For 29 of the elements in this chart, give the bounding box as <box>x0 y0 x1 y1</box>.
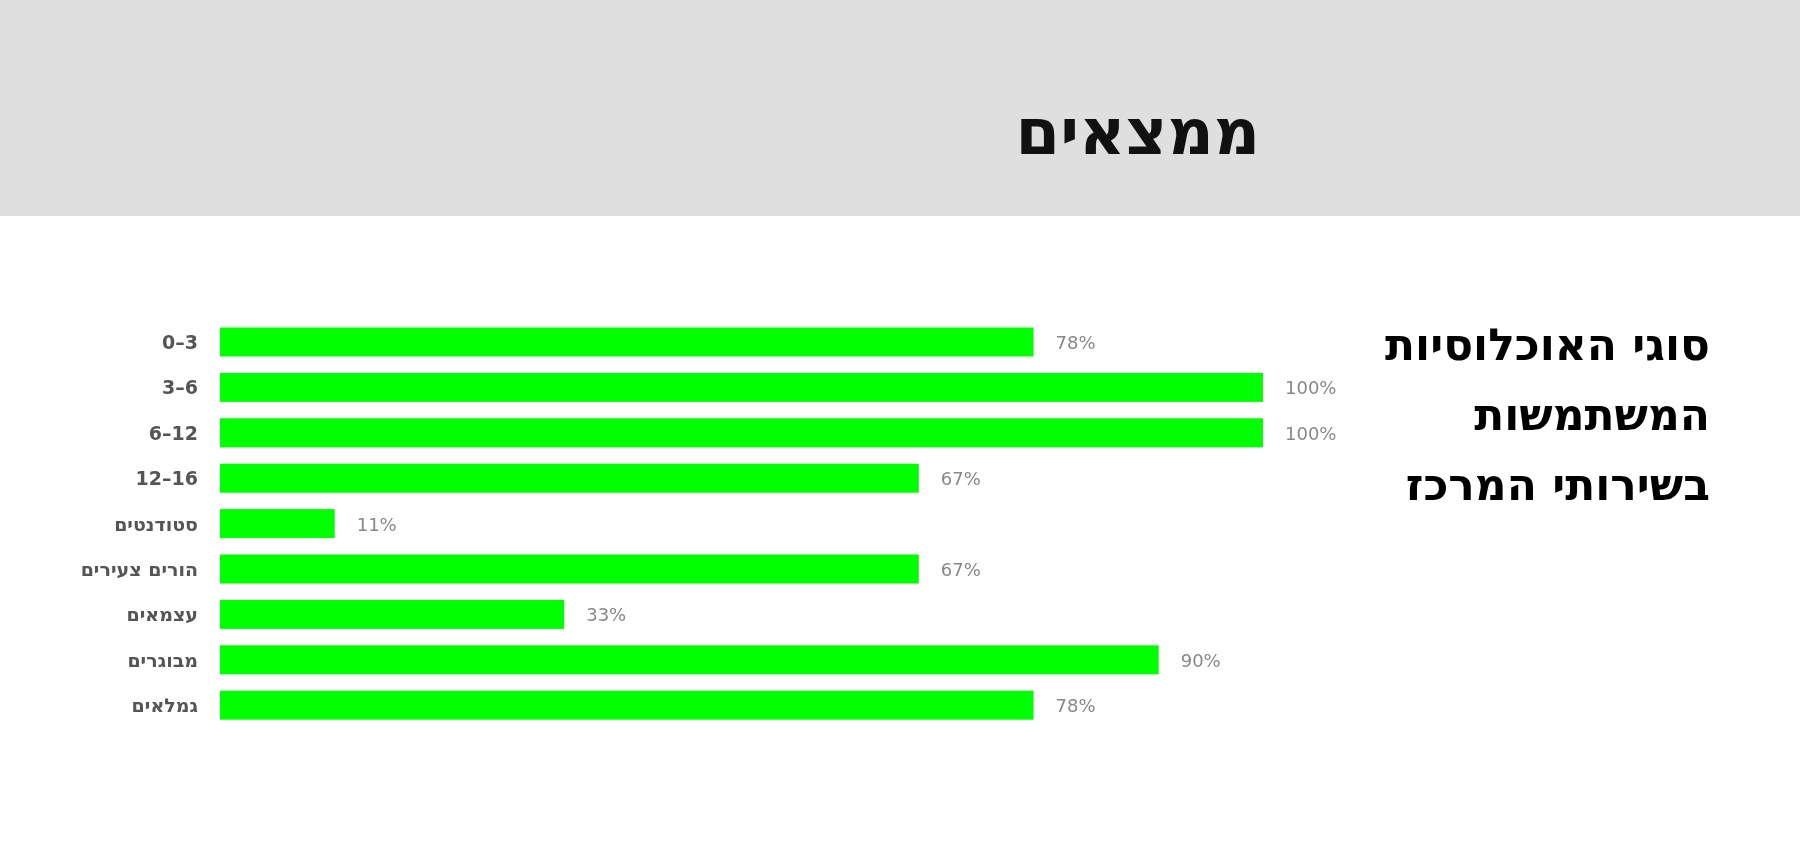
data-label: 90% <box>1180 649 1221 671</box>
bar <box>220 463 919 493</box>
bar <box>220 645 1159 675</box>
bar <box>220 554 919 584</box>
bar <box>220 418 1263 448</box>
y-tick-label: גמלאים <box>131 693 198 718</box>
data-label: 33% <box>586 604 627 626</box>
y-tick-label: הורים צעירים <box>80 557 198 581</box>
data-label: 78% <box>1055 695 1096 717</box>
text: סוגי האוכלוסיות המשתמשות בשירותי המרכז <box>1384 318 1710 512</box>
chart-subtitle: ממצאים <box>1015 95 1260 169</box>
data-label: 67% <box>940 468 981 490</box>
bar <box>220 327 1034 357</box>
data-label: 100% <box>1285 422 1337 444</box>
y-tick-label: 0–3 <box>162 330 198 354</box>
y-tick-label: מבוגרים <box>127 647 198 672</box>
bar <box>220 599 565 629</box>
bar <box>220 690 1034 720</box>
y-tick-label: 3–6 <box>162 375 198 400</box>
y-tick-label: עצמאים <box>126 602 198 627</box>
data-label: 100% <box>1285 377 1337 399</box>
y-tick-label: 12–16 <box>135 466 198 491</box>
bar <box>220 372 1263 402</box>
bar <box>220 509 335 539</box>
data-label: 78% <box>1055 332 1096 353</box>
y-tick-label: 6–12 <box>148 420 198 445</box>
y-tick-label: סטודנטים <box>114 511 198 536</box>
data-label: 11% <box>356 513 397 535</box>
data-label: 67% <box>940 559 981 580</box>
